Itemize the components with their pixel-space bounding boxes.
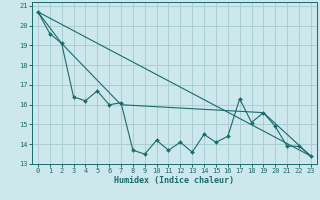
X-axis label: Humidex (Indice chaleur): Humidex (Indice chaleur) [115, 176, 234, 185]
